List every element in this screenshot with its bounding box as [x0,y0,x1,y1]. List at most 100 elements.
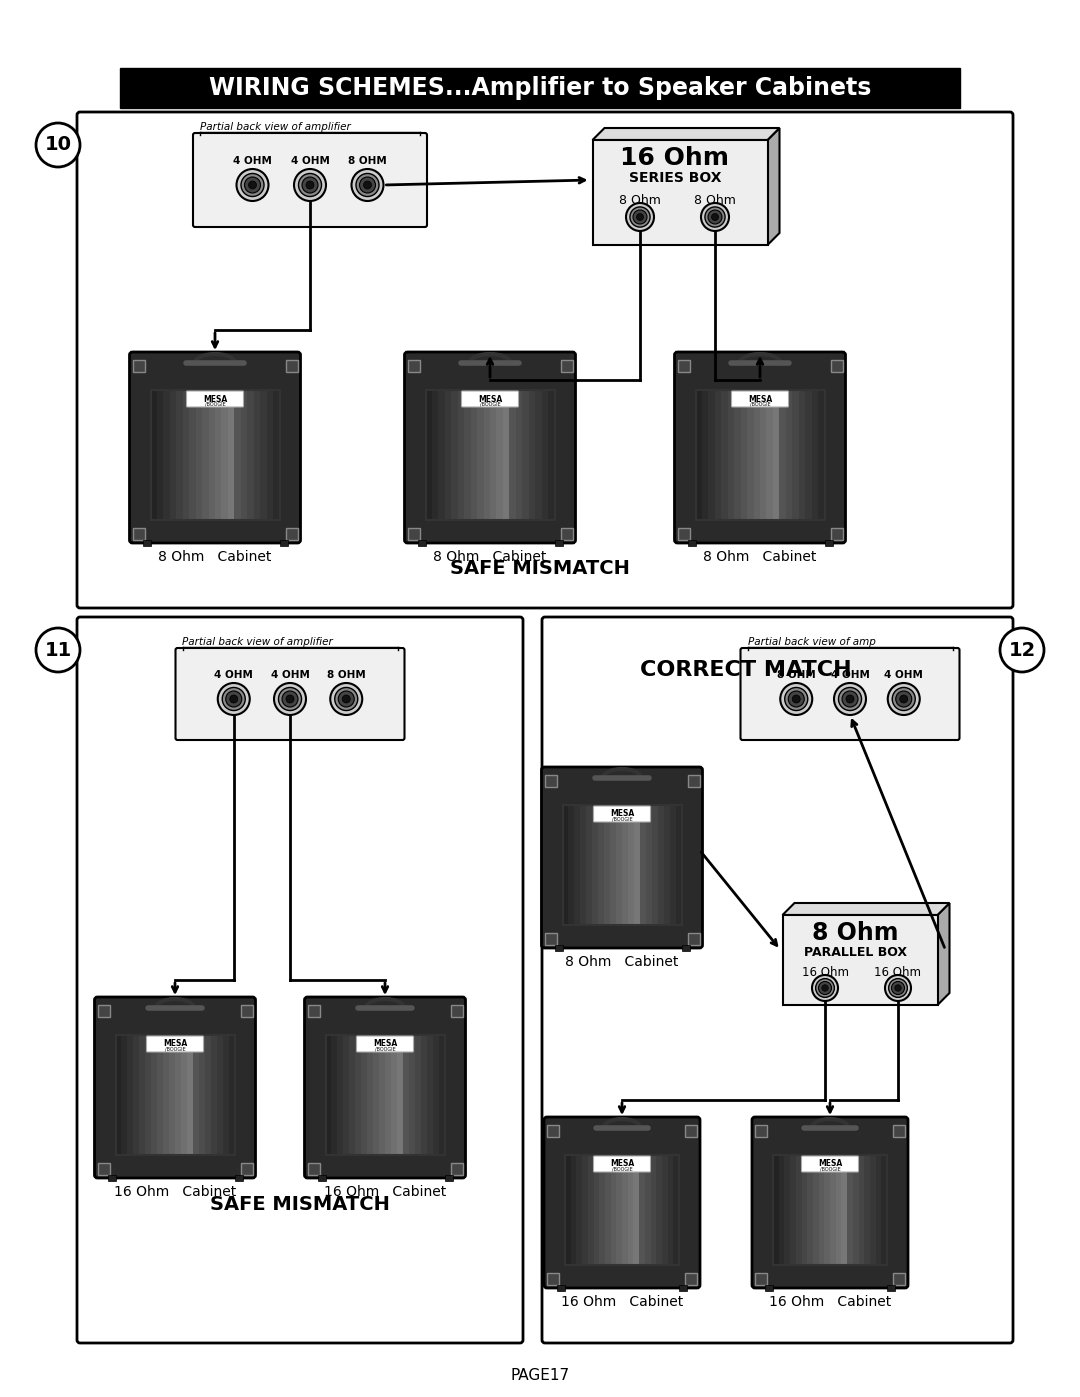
Text: 8 OHM: 8 OHM [348,156,387,166]
Bar [563,806,681,812]
Bar [415,1035,421,1155]
Bar [580,805,588,925]
Bar [565,1158,679,1162]
Bar [811,390,819,520]
Circle shape [705,207,725,228]
Bar [199,1035,206,1155]
Bar [222,1035,230,1155]
Bar [325,1041,445,1046]
Bar [773,1158,887,1164]
FancyBboxPatch shape [187,391,243,407]
Bar [285,360,297,372]
Bar [208,390,216,520]
Bar [325,1041,445,1046]
Circle shape [793,694,800,703]
Circle shape [1000,629,1044,672]
Bar [696,391,824,398]
Bar [696,391,824,398]
Bar [793,390,799,520]
Bar [565,1157,679,1162]
Circle shape [298,173,322,197]
Circle shape [241,173,264,197]
Bar [563,809,681,816]
Bar [610,1155,618,1266]
Text: 8 Ohm   Cabinet: 8 Ohm Cabinet [703,550,816,564]
Text: CORRECT MATCH: CORRECT MATCH [640,659,852,680]
Bar [163,1035,170,1155]
Bar [189,390,197,520]
Bar [658,805,664,925]
Bar [773,1155,887,1161]
Text: 16 Ohm   Cabinet: 16 Ohm Cabinet [561,1295,684,1309]
Bar [143,541,150,546]
Bar [150,394,280,401]
Bar [593,140,768,244]
Bar [565,1155,679,1161]
FancyBboxPatch shape [130,352,300,543]
Text: 8 OHM: 8 OHM [777,671,815,680]
Bar [568,805,576,925]
Bar [445,390,453,520]
Bar [367,1035,374,1155]
Text: 4 OHM: 4 OHM [233,156,272,166]
Bar [450,1004,462,1017]
Bar [563,809,681,814]
Bar [760,390,768,520]
Circle shape [888,683,920,715]
Bar [773,1158,887,1164]
Text: WIRING SCHEMES...Amplifier to Speaker Cabinets: WIRING SCHEMES...Amplifier to Speaker Ca… [208,75,872,101]
Bar [325,1038,445,1045]
FancyBboxPatch shape [594,806,650,821]
Bar [893,1125,905,1137]
Bar [510,390,517,520]
Bar [432,390,440,520]
Bar [565,1157,679,1162]
FancyBboxPatch shape [752,1118,908,1288]
Bar [464,390,472,520]
Polygon shape [937,902,949,1004]
Polygon shape [768,129,780,244]
Bar [426,393,554,398]
Bar [458,390,465,520]
Text: Partial back view of amplifier: Partial back view of amplifier [200,122,351,131]
Bar [133,360,145,372]
Bar [150,393,280,398]
Circle shape [294,169,326,201]
Text: MESA: MESA [163,1039,187,1049]
Bar [438,1035,446,1155]
Bar [181,1035,188,1155]
Bar [426,393,554,400]
Text: 12: 12 [1009,640,1036,659]
Bar [696,394,824,401]
Bar [116,1041,234,1046]
FancyBboxPatch shape [193,133,427,226]
Bar [426,390,554,397]
Bar [397,1035,404,1155]
Bar [221,390,229,520]
Text: 16 Ohm   Cabinet: 16 Ohm Cabinet [324,1185,446,1199]
Circle shape [342,694,350,703]
Bar [158,1035,164,1155]
Circle shape [636,214,644,221]
Bar [445,1175,453,1180]
Bar [773,1157,887,1162]
Bar [150,393,280,398]
FancyBboxPatch shape [356,1037,414,1052]
Bar [563,805,681,812]
Circle shape [248,182,257,189]
Text: 8 Ohm   Cabinet: 8 Ohm Cabinet [565,956,678,970]
Bar [116,1038,234,1045]
Bar [325,1035,445,1042]
Text: /BOOGIE: /BOOGIE [375,1046,395,1052]
Bar [325,1038,445,1044]
Bar [325,1035,445,1041]
Bar [150,394,280,401]
Text: /BOOGIE: /BOOGIE [204,401,226,407]
Bar [361,1035,368,1155]
Bar [150,391,280,398]
Bar [150,395,280,402]
Bar [841,1155,848,1266]
Bar [150,390,280,397]
Bar [685,1273,697,1285]
Bar [728,390,735,520]
